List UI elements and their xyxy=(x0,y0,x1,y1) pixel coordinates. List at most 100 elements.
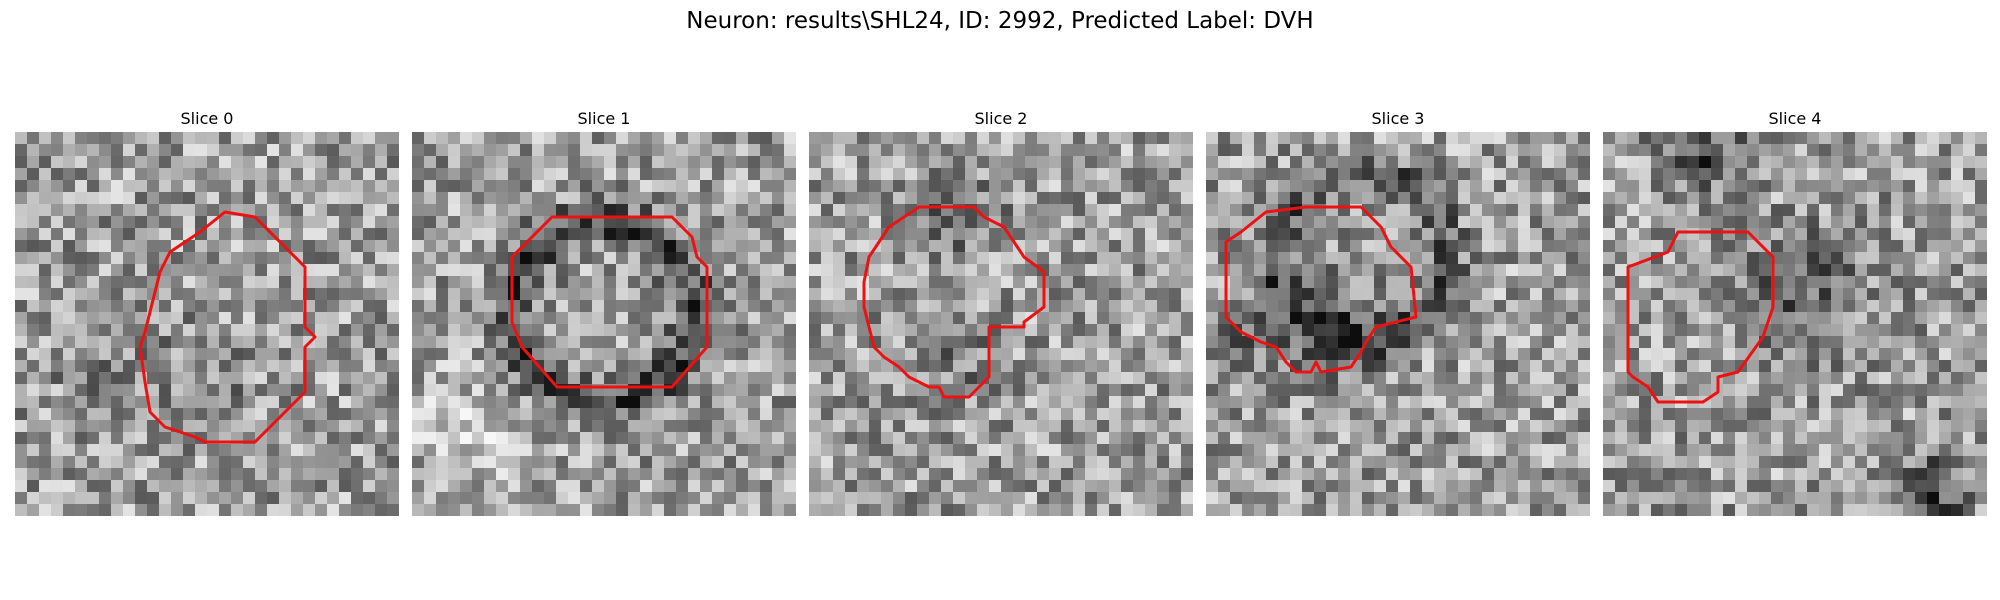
image-pixel xyxy=(327,228,340,241)
image-pixel xyxy=(412,264,425,277)
image-pixel xyxy=(772,324,785,337)
image-pixel xyxy=(123,312,136,325)
image-pixel xyxy=(845,480,858,493)
image-pixel xyxy=(833,444,846,457)
image-pixel xyxy=(1001,216,1014,229)
image-pixel xyxy=(640,168,653,181)
image-pixel xyxy=(219,240,232,253)
image-pixel xyxy=(869,444,882,457)
image-pixel xyxy=(1530,216,1543,229)
image-pixel xyxy=(616,204,629,217)
image-pixel xyxy=(568,492,581,505)
image-pixel xyxy=(1446,252,1459,265)
image-pixel xyxy=(676,132,689,145)
image-pixel xyxy=(183,360,196,373)
image-pixel xyxy=(412,324,425,337)
image-pixel xyxy=(1085,396,1098,409)
image-pixel xyxy=(772,132,785,145)
image-pixel xyxy=(219,264,232,277)
image-pixel xyxy=(147,336,160,349)
image-pixel xyxy=(231,492,244,505)
image-pixel xyxy=(1181,420,1193,433)
image-pixel xyxy=(664,168,677,181)
image-pixel xyxy=(1518,156,1531,169)
image-pixel xyxy=(700,372,713,385)
image-pixel xyxy=(363,384,376,397)
image-pixel xyxy=(1013,348,1026,361)
image-pixel xyxy=(339,312,352,325)
image-pixel xyxy=(123,300,136,313)
image-pixel xyxy=(159,372,172,385)
image-pixel xyxy=(1939,192,1952,205)
image-pixel xyxy=(1771,240,1784,253)
image-pixel xyxy=(1302,240,1315,253)
image-pixel xyxy=(592,240,605,253)
image-pixel xyxy=(664,504,677,516)
image-pixel xyxy=(1603,312,1616,325)
image-pixel xyxy=(111,372,124,385)
image-pixel xyxy=(1927,300,1940,313)
image-pixel xyxy=(1458,156,1471,169)
image-pixel xyxy=(51,240,64,253)
image-pixel xyxy=(772,360,785,373)
image-pixel xyxy=(1242,312,1255,325)
image-pixel xyxy=(652,264,665,277)
image-pixel xyxy=(496,360,509,373)
image-pixel xyxy=(472,168,485,181)
image-pixel xyxy=(1446,420,1459,433)
image-pixel xyxy=(171,228,184,241)
image-pixel xyxy=(1711,420,1724,433)
image-pixel xyxy=(869,468,882,481)
image-pixel xyxy=(1278,264,1291,277)
image-pixel xyxy=(375,360,388,373)
image-pixel xyxy=(496,204,509,217)
image-pixel xyxy=(1446,360,1459,373)
image-pixel xyxy=(1615,180,1628,193)
image-pixel xyxy=(1410,228,1423,241)
image-pixel xyxy=(1867,252,1880,265)
image-pixel xyxy=(243,420,256,433)
image-pixel xyxy=(63,252,76,265)
image-pixel xyxy=(845,432,858,445)
image-pixel xyxy=(1627,276,1640,289)
image-pixel xyxy=(941,372,954,385)
image-pixel xyxy=(640,396,653,409)
image-pixel xyxy=(87,492,100,505)
image-pixel xyxy=(1302,456,1315,469)
image-pixel xyxy=(1807,180,1820,193)
image-pixel xyxy=(1314,444,1327,457)
image-pixel xyxy=(929,300,942,313)
image-pixel xyxy=(1254,228,1267,241)
image-pixel xyxy=(1169,492,1182,505)
image-pixel xyxy=(15,144,28,157)
image-pixel xyxy=(1446,180,1459,193)
image-pixel xyxy=(135,444,148,457)
image-pixel xyxy=(784,396,796,409)
image-pixel xyxy=(508,132,521,145)
image-pixel xyxy=(640,504,653,516)
image-pixel xyxy=(1470,348,1483,361)
image-pixel xyxy=(592,372,605,385)
image-pixel xyxy=(1542,276,1555,289)
image-pixel xyxy=(1879,408,1892,421)
image-pixel xyxy=(1326,456,1339,469)
image-pixel xyxy=(1542,156,1555,169)
image-pixel xyxy=(628,480,641,493)
image-pixel xyxy=(640,372,653,385)
image-pixel xyxy=(604,336,617,349)
image-pixel xyxy=(1603,156,1616,169)
image-pixel xyxy=(1470,168,1483,181)
image-pixel xyxy=(893,252,906,265)
image-pixel xyxy=(27,144,40,157)
image-pixel xyxy=(1230,288,1243,301)
image-pixel xyxy=(87,312,100,325)
image-pixel xyxy=(1133,300,1146,313)
image-pixel xyxy=(1494,456,1507,469)
image-pixel xyxy=(1699,372,1712,385)
image-pixel xyxy=(1867,396,1880,409)
image-pixel xyxy=(1795,204,1808,217)
image-pixel xyxy=(1807,384,1820,397)
image-pixel xyxy=(905,156,918,169)
image-pixel xyxy=(1206,384,1219,397)
image-pixel xyxy=(1927,396,1940,409)
